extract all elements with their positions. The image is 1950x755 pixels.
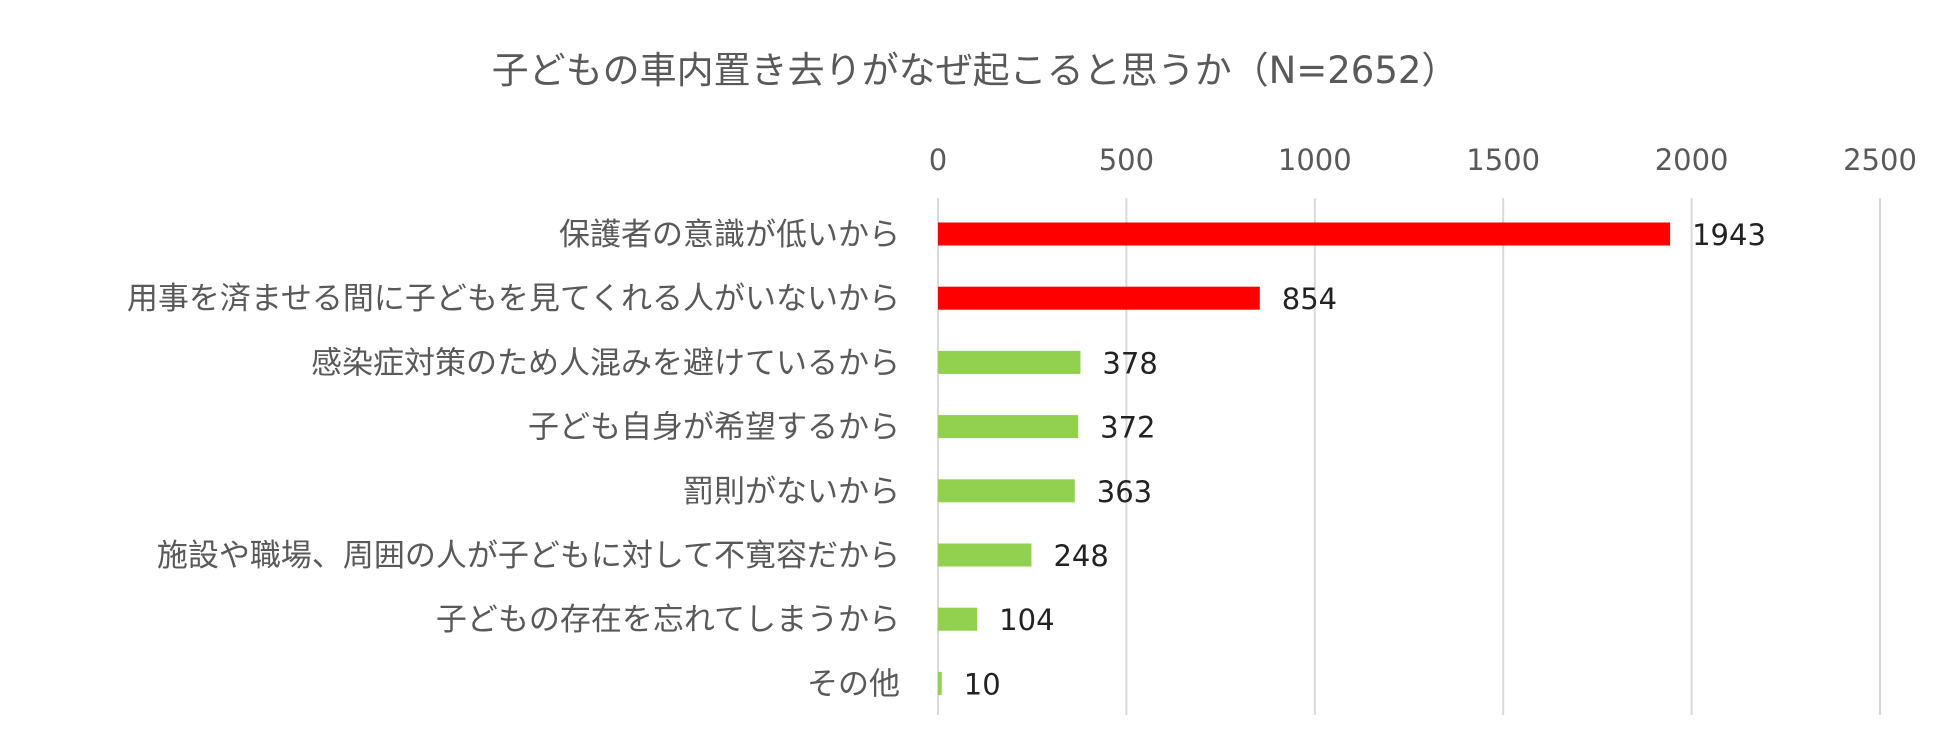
bar	[938, 222, 1671, 246]
data-label: 363	[1097, 475, 1152, 509]
data-label: 854	[1282, 282, 1337, 316]
bars	[938, 222, 1671, 695]
data-label: 378	[1102, 346, 1157, 380]
x-tick-label: 2500	[1843, 143, 1917, 177]
bar	[938, 671, 942, 695]
gridlines	[937, 198, 1881, 715]
bar	[938, 415, 1079, 439]
bar	[938, 479, 1075, 503]
data-label: 104	[999, 603, 1054, 637]
bar	[938, 286, 1260, 310]
x-tick-label: 500	[1099, 143, 1154, 177]
x-tick-label: 1500	[1466, 143, 1540, 177]
category-label: その他	[807, 666, 900, 702]
data-label: 10	[964, 667, 1001, 701]
data-label: 248	[1053, 539, 1108, 573]
x-tick-label: 1000	[1278, 143, 1352, 177]
data-labels: 1943 854 378 372 363 248 104 10	[964, 218, 1766, 701]
x-axis-tick-labels: 0 500 1000 1500 2000 2500	[929, 143, 1917, 177]
bar	[938, 543, 1032, 567]
category-label: 罰則がないから	[683, 474, 900, 510]
x-tick-label: 0	[929, 143, 947, 177]
chart-title: 子どもの車内置き去りがなぜ起こると思うか（N=2652）	[491, 49, 1459, 92]
x-tick-label: 2000	[1655, 143, 1729, 177]
category-label: 感染症対策のため人混みを避けているから	[311, 345, 900, 381]
bar	[938, 350, 1081, 374]
data-label: 372	[1100, 411, 1155, 445]
data-label: 1943	[1692, 218, 1766, 252]
category-label: 子どもの存在を忘れてしまうから	[436, 602, 900, 638]
category-label: 子ども自身が希望するから	[528, 410, 900, 446]
category-labels: 保護者の意識が低いから用事を済ませる間に子どもを見てくれる人がいないから感染症対…	[127, 217, 900, 702]
bar	[938, 607, 978, 631]
category-label: 保護者の意識が低いから	[559, 217, 900, 253]
category-label: 施設や職場、周囲の人が子どもに対して不寛容だから	[157, 538, 900, 574]
category-label: 用事を済ませる間に子どもを見てくれる人がいないから	[127, 281, 900, 317]
